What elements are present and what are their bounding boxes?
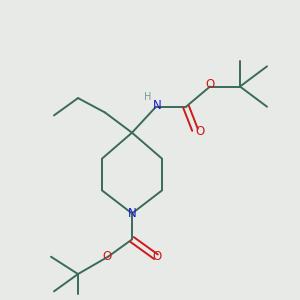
Text: O: O: [103, 250, 112, 263]
Text: H: H: [144, 92, 152, 101]
Text: O: O: [195, 125, 204, 138]
Text: N: N: [128, 207, 136, 220]
Text: O: O: [206, 78, 214, 91]
Text: N: N: [152, 99, 161, 112]
Text: O: O: [152, 250, 161, 263]
